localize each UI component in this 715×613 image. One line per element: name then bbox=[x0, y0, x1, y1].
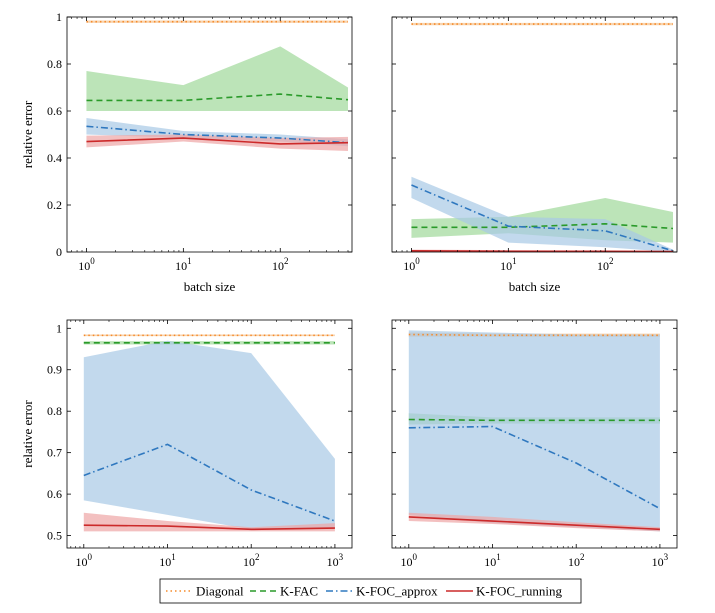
y-tick-label: 0.6 bbox=[47, 104, 62, 118]
legend: Diagonal K-FAC K-FOC_approx K-FOC_runnin… bbox=[159, 578, 582, 604]
y-tick-label: 0.4 bbox=[47, 151, 62, 165]
legend-label-kfoc-running: K-FOC_running bbox=[476, 584, 562, 599]
band-kfoc-running bbox=[83, 512, 335, 532]
y-tick-label: 0.9 bbox=[47, 363, 62, 377]
band-kfoc-approx bbox=[83, 340, 335, 530]
x-axis-title: batch size bbox=[184, 279, 236, 294]
series-line-kfoc-approx bbox=[411, 184, 674, 252]
band-kfac bbox=[86, 46, 348, 111]
x-axis-title: batch size bbox=[509, 279, 561, 294]
series-line-kfoc-running bbox=[411, 250, 673, 252]
series-line-kfoc-running bbox=[408, 516, 660, 531]
x-tick-label: 102 bbox=[568, 552, 585, 569]
x-tick-label: 101 bbox=[175, 256, 192, 273]
chart-panel-4: 100 101 102 103 bbox=[391, 319, 678, 569]
y-tick-label: 0.6 bbox=[47, 487, 62, 501]
plot-frame bbox=[391, 319, 678, 549]
series-line-kfoc-approx bbox=[83, 443, 336, 522]
series-line-kfac bbox=[411, 222, 674, 230]
chart-panel-2: 100 101 102 batch size bbox=[391, 16, 678, 294]
y-tick-label: 0.2 bbox=[47, 198, 62, 212]
legend-label-diagonal: Diagonal bbox=[196, 584, 244, 599]
y-tick-label: 0 bbox=[56, 245, 62, 259]
series-line-kfac bbox=[408, 418, 660, 422]
plot-area bbox=[408, 330, 661, 532]
series-line-kfoc-running bbox=[83, 524, 335, 531]
x-tick-label: 101 bbox=[159, 552, 176, 569]
x-tick-label: 103 bbox=[652, 552, 669, 569]
x-tick-label: 102 bbox=[243, 552, 260, 569]
chart-panel-1: 0 0.2 0.4 0.6 0.8 1 100 101 102 batch size relativ… bbox=[20, 10, 353, 294]
series-line-kfoc-approx bbox=[408, 425, 661, 510]
y-tick-label: 0.8 bbox=[47, 404, 62, 418]
legend-label-kfoc-approx: K-FOC_approx bbox=[356, 584, 438, 599]
x-tick-label: 101 bbox=[500, 256, 516, 273]
x-tick-label: 100 bbox=[78, 256, 95, 273]
y-tick-label: 0.7 bbox=[47, 446, 62, 460]
plot-area bbox=[86, 20, 349, 151]
chart-panel-3: 0.5 0.6 0.7 0.8 0.9 1 100 101 102 103 relative err… bbox=[20, 319, 353, 569]
series-line-kfoc-approx bbox=[86, 125, 349, 144]
y-axis-title: relative error bbox=[20, 100, 35, 168]
x-tick-label: 100 bbox=[403, 256, 420, 273]
y-tick-label: 0.8 bbox=[47, 57, 62, 71]
y-tick-label: 1 bbox=[56, 321, 62, 335]
series-line-diagonal bbox=[408, 333, 660, 337]
plot-area bbox=[83, 334, 336, 532]
plot-frame bbox=[66, 319, 353, 549]
plot-frame bbox=[391, 16, 678, 253]
x-tick-label: 100 bbox=[76, 552, 93, 569]
y-tick-label: 0.5 bbox=[47, 529, 62, 543]
legend-label-kfac: K-FAC bbox=[280, 584, 318, 599]
plot-area bbox=[411, 22, 674, 252]
chart-panels: 0 0.2 0.4 0.6 0.8 1 100 101 102 batch size relativ… bbox=[20, 10, 678, 569]
x-tick-label: 103 bbox=[327, 552, 344, 569]
y-tick-label: 1 bbox=[56, 10, 62, 24]
band-kfoc-approx bbox=[411, 176, 673, 252]
series-line-kfoc-running bbox=[86, 137, 349, 145]
x-tick-label: 102 bbox=[597, 256, 614, 273]
legend-box bbox=[159, 578, 582, 604]
y-axis-title: relative error bbox=[20, 400, 35, 468]
plot-frame bbox=[66, 16, 353, 253]
band-kfoc-approx bbox=[408, 330, 660, 532]
x-tick-label: 101 bbox=[484, 552, 501, 569]
band-diagonal bbox=[83, 334, 335, 337]
x-tick-label: 102 bbox=[272, 256, 289, 273]
series-line-kfac bbox=[86, 93, 349, 102]
x-tick-label: 100 bbox=[401, 552, 418, 569]
